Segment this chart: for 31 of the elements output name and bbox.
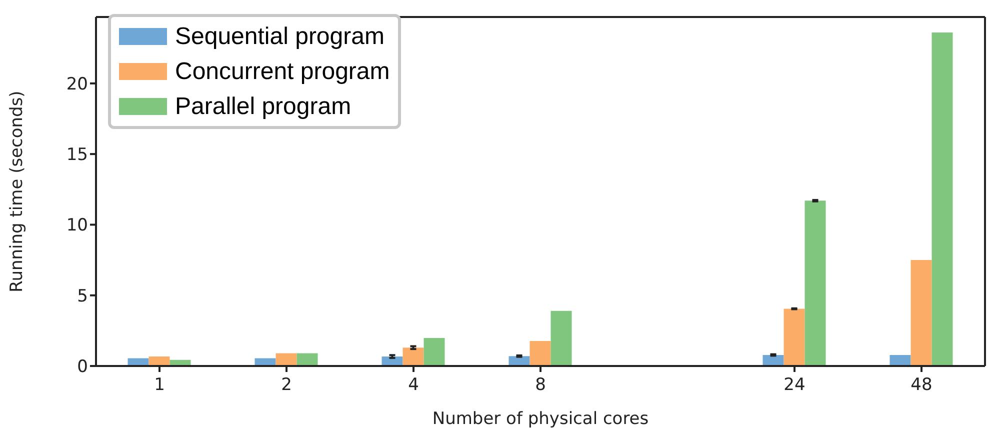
x-tick-label: 8 bbox=[535, 375, 546, 395]
bar bbox=[550, 310, 572, 366]
x-tick-label: 48 bbox=[910, 375, 932, 395]
bar bbox=[296, 353, 318, 366]
legend-label: Concurrent program bbox=[175, 57, 390, 87]
bar bbox=[932, 32, 953, 366]
y-axis-title: Running time (seconds) bbox=[7, 90, 28, 292]
y-tick-label: 0 bbox=[77, 357, 88, 378]
x-tick-label: 2 bbox=[281, 375, 292, 395]
bar bbox=[910, 260, 932, 366]
x-axis-title: Number of physical cores bbox=[432, 409, 649, 429]
y-tick-label: 10 bbox=[66, 216, 88, 236]
bar bbox=[254, 358, 276, 366]
x-tick-label: 1 bbox=[154, 375, 165, 395]
bar bbox=[530, 340, 551, 366]
bar bbox=[804, 200, 826, 366]
bar bbox=[784, 308, 805, 366]
y-tick-label: 15 bbox=[66, 145, 88, 166]
bar bbox=[762, 354, 784, 366]
bar bbox=[148, 356, 170, 366]
x-tick-label: 24 bbox=[784, 375, 806, 395]
y-tick-label: 20 bbox=[66, 74, 88, 94]
legend-label: Parallel program bbox=[175, 92, 352, 122]
bar bbox=[424, 338, 445, 366]
bar bbox=[276, 353, 297, 366]
legend-label: Sequential program bbox=[175, 22, 384, 52]
bar bbox=[128, 358, 149, 366]
x-tick-label: 4 bbox=[408, 375, 419, 395]
bar bbox=[890, 354, 911, 366]
bar bbox=[402, 348, 424, 366]
y-tick-label: 5 bbox=[77, 286, 88, 306]
